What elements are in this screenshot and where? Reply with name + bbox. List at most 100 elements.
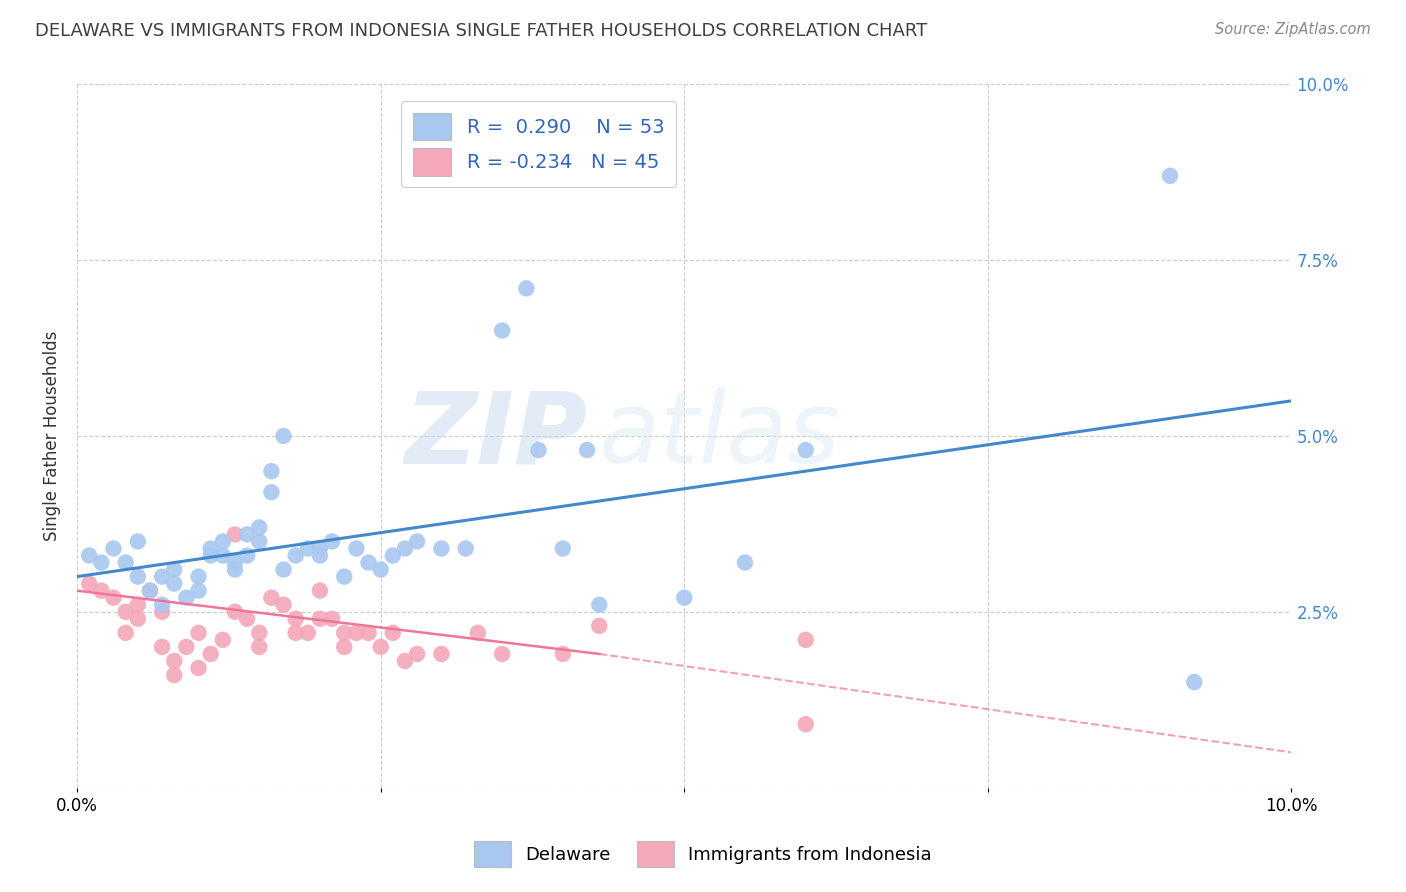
- Point: [576, 443, 599, 458]
- Point: [127, 534, 149, 549]
- Point: [794, 632, 817, 647]
- Point: [236, 549, 259, 563]
- Point: [187, 625, 209, 640]
- Point: [260, 591, 283, 605]
- Point: [333, 569, 356, 583]
- Point: [163, 654, 186, 668]
- Point: [176, 591, 198, 605]
- Point: [163, 563, 186, 577]
- Point: [127, 612, 149, 626]
- Point: [139, 583, 162, 598]
- Point: [260, 485, 283, 500]
- Point: [357, 556, 380, 570]
- Point: [247, 625, 270, 640]
- Point: [187, 583, 209, 598]
- Point: [114, 605, 136, 619]
- Point: [103, 541, 125, 556]
- Point: [370, 640, 392, 654]
- Text: DELAWARE VS IMMIGRANTS FROM INDONESIA SINGLE FATHER HOUSEHOLDS CORRELATION CHART: DELAWARE VS IMMIGRANTS FROM INDONESIA SI…: [35, 22, 928, 40]
- Point: [406, 534, 429, 549]
- Text: atlas: atlas: [599, 387, 841, 484]
- Point: [588, 619, 610, 633]
- Point: [236, 612, 259, 626]
- Point: [139, 583, 162, 598]
- Y-axis label: Single Father Households: Single Father Households: [44, 331, 60, 541]
- Point: [90, 583, 112, 598]
- Point: [344, 625, 367, 640]
- Point: [734, 556, 756, 570]
- Point: [236, 527, 259, 541]
- Point: [224, 563, 246, 577]
- Point: [1182, 675, 1205, 690]
- Point: [247, 534, 270, 549]
- Point: [588, 598, 610, 612]
- Point: [77, 576, 100, 591]
- Point: [211, 549, 233, 563]
- Point: [163, 576, 186, 591]
- Point: [224, 556, 246, 570]
- Point: [321, 612, 343, 626]
- Point: [150, 569, 173, 583]
- Point: [224, 527, 246, 541]
- Point: [309, 612, 332, 626]
- Point: [454, 541, 477, 556]
- Point: [491, 324, 513, 338]
- Point: [200, 541, 222, 556]
- Point: [551, 541, 574, 556]
- Point: [297, 541, 319, 556]
- Point: [247, 640, 270, 654]
- Point: [200, 647, 222, 661]
- Point: [467, 625, 489, 640]
- Point: [211, 632, 233, 647]
- Point: [527, 443, 550, 458]
- Point: [273, 598, 295, 612]
- Point: [284, 549, 307, 563]
- Text: Source: ZipAtlas.com: Source: ZipAtlas.com: [1215, 22, 1371, 37]
- Point: [114, 625, 136, 640]
- Point: [309, 583, 332, 598]
- Point: [284, 612, 307, 626]
- Point: [127, 569, 149, 583]
- Legend: R =  0.290    N = 53, R = -0.234   N = 45: R = 0.290 N = 53, R = -0.234 N = 45: [401, 101, 676, 187]
- Point: [163, 668, 186, 682]
- Point: [150, 598, 173, 612]
- Text: ZIP: ZIP: [404, 387, 588, 484]
- Point: [150, 640, 173, 654]
- Point: [491, 647, 513, 661]
- Point: [370, 563, 392, 577]
- Point: [406, 647, 429, 661]
- Point: [187, 569, 209, 583]
- Point: [211, 534, 233, 549]
- Point: [247, 520, 270, 534]
- Point: [333, 640, 356, 654]
- Point: [273, 429, 295, 443]
- Point: [430, 647, 453, 661]
- Point: [430, 541, 453, 556]
- Point: [284, 625, 307, 640]
- Point: [176, 640, 198, 654]
- Point: [794, 443, 817, 458]
- Legend: Delaware, Immigrants from Indonesia: Delaware, Immigrants from Indonesia: [467, 834, 939, 874]
- Point: [333, 625, 356, 640]
- Point: [381, 625, 404, 640]
- Point: [394, 541, 416, 556]
- Point: [309, 549, 332, 563]
- Point: [90, 556, 112, 570]
- Point: [224, 605, 246, 619]
- Point: [309, 541, 332, 556]
- Point: [77, 549, 100, 563]
- Point: [150, 605, 173, 619]
- Point: [273, 563, 295, 577]
- Point: [515, 281, 537, 295]
- Point: [103, 591, 125, 605]
- Point: [551, 647, 574, 661]
- Point: [297, 625, 319, 640]
- Point: [394, 654, 416, 668]
- Point: [321, 534, 343, 549]
- Point: [260, 464, 283, 478]
- Point: [200, 549, 222, 563]
- Point: [344, 541, 367, 556]
- Point: [187, 661, 209, 675]
- Point: [127, 598, 149, 612]
- Point: [114, 556, 136, 570]
